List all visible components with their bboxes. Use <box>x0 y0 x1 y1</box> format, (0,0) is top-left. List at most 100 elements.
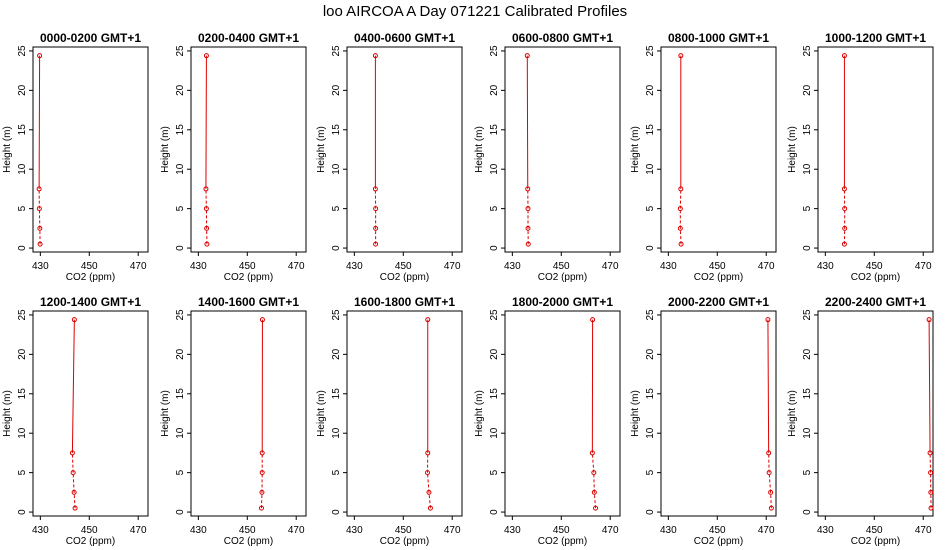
profile-segment <box>427 472 430 493</box>
profile-point <box>926 317 932 323</box>
profile-point <box>37 53 43 59</box>
y-axis-label: Height (m) <box>160 126 171 173</box>
y-tick-label: 15 <box>175 388 186 400</box>
y-tick-label: 0 <box>331 509 342 515</box>
x-tick-label: 470 <box>915 261 932 272</box>
x-tick-label: 430 <box>660 525 677 536</box>
x-tick-label: 430 <box>504 261 521 272</box>
profile-point <box>204 225 210 231</box>
y-tick-label: 20 <box>331 348 342 360</box>
y-tick-label: 5 <box>331 205 342 211</box>
profile-point <box>203 186 209 192</box>
y-tick-label: 0 <box>802 509 813 515</box>
y-axis-label: Height (m) <box>160 390 171 437</box>
profile-point <box>203 206 209 212</box>
x-tick-label: 470 <box>602 525 619 536</box>
y-axis-label: Height (m) <box>630 126 641 173</box>
profile-segment <box>928 319 931 453</box>
profile-point <box>37 241 43 247</box>
y-tick-label: 0 <box>17 245 28 251</box>
y-tick-label: 5 <box>175 205 186 211</box>
y-axis-label: Height (m) <box>2 390 13 437</box>
panel-title: 1600-1800 GMT+1 <box>354 295 455 309</box>
y-tick-label: 25 <box>645 309 656 321</box>
profile-point <box>259 450 265 456</box>
profile-point <box>525 241 531 247</box>
profile-point <box>678 241 684 247</box>
x-tick-label: 450 <box>395 261 412 272</box>
x-tick-label: 470 <box>130 525 147 536</box>
profile-point <box>593 505 599 511</box>
panel-11: 2000-2200 GMT+1 0 5 10 15 20 25 430 450 470 CO2 (p… <box>630 295 777 547</box>
profile-point <box>841 53 847 59</box>
panel-5: 0800-1000 GMT+1 0 5 10 15 20 25 430 450 470 CO2 (p… <box>630 31 777 283</box>
y-axis-label: Height (m) <box>2 126 13 173</box>
y-axis-label: Height (m) <box>787 390 798 437</box>
profile-point <box>591 489 597 495</box>
y-tick-label: 20 <box>17 348 28 360</box>
profile-point <box>842 206 848 212</box>
profile-point <box>841 241 847 247</box>
profile-segment <box>679 228 682 245</box>
x-tick-label: 470 <box>444 525 461 536</box>
profile-point <box>258 505 264 511</box>
y-tick-label: 10 <box>645 427 656 439</box>
x-tick-label: 470 <box>758 261 775 272</box>
y-tick-label: 0 <box>802 245 813 251</box>
y-axis-label: Height (m) <box>316 126 327 173</box>
panel-title: 2000-2200 GMT+1 <box>668 295 769 309</box>
panel-8: 1400-1600 GMT+1 0 5 10 15 20 25 430 450 470 CO2 (p… <box>160 295 307 547</box>
y-axis-label: Height (m) <box>474 390 485 437</box>
y-tick-label: 25 <box>489 45 500 57</box>
plot-frame <box>32 310 149 517</box>
x-tick-label: 450 <box>709 261 726 272</box>
x-tick-label: 430 <box>32 261 49 272</box>
y-tick-label: 0 <box>175 509 186 515</box>
profile-point <box>71 317 77 323</box>
y-tick-label: 0 <box>645 509 656 515</box>
x-tick-label: 450 <box>866 525 883 536</box>
profile-point <box>766 450 772 456</box>
x-axis-label: CO2 (ppm) <box>224 272 273 283</box>
y-tick-label: 15 <box>331 388 342 400</box>
x-axis-label: CO2 (ppm) <box>694 536 743 547</box>
profile-segment <box>73 492 76 509</box>
profile-segment <box>593 492 597 509</box>
x-tick-label: 430 <box>346 261 363 272</box>
panel-title: 1000-1200 GMT+1 <box>825 31 926 45</box>
panel-2: 0200-0400 GMT+1 0 5 10 15 20 25 430 450 470 CO2 (p… <box>160 31 307 283</box>
x-tick-label: 450 <box>866 261 883 272</box>
x-tick-label: 430 <box>660 261 677 272</box>
plot-frame <box>32 46 149 253</box>
profile-point <box>766 470 772 476</box>
y-tick-label: 15 <box>331 124 342 136</box>
x-tick-label: 450 <box>239 525 256 536</box>
profile-point <box>525 206 531 212</box>
profile-point <box>259 317 265 323</box>
x-tick-label: 430 <box>190 525 207 536</box>
x-tick-label: 450 <box>395 525 412 536</box>
profile-point <box>677 225 683 231</box>
y-tick-label: 5 <box>645 469 656 475</box>
profile-point <box>524 53 530 59</box>
y-tick-label: 0 <box>175 245 186 251</box>
profile-point <box>425 317 431 323</box>
x-tick-label: 470 <box>915 525 932 536</box>
profile-point <box>373 225 379 231</box>
profile-point <box>372 186 378 192</box>
y-tick-label: 20 <box>802 348 813 360</box>
x-axis-label: CO2 (ppm) <box>694 272 743 283</box>
plot-frame <box>190 310 307 517</box>
profile-point <box>768 489 774 495</box>
y-tick-label: 25 <box>175 309 186 321</box>
x-tick-label: 430 <box>817 261 834 272</box>
y-tick-label: 5 <box>489 205 500 211</box>
y-axis-label: Height (m) <box>630 390 641 437</box>
panel-title: 1400-1600 GMT+1 <box>198 295 299 309</box>
profile-point <box>373 206 379 212</box>
profile-point <box>927 450 933 456</box>
profile-point <box>203 53 209 59</box>
x-tick-label: 430 <box>190 261 207 272</box>
profile-point <box>36 186 42 192</box>
